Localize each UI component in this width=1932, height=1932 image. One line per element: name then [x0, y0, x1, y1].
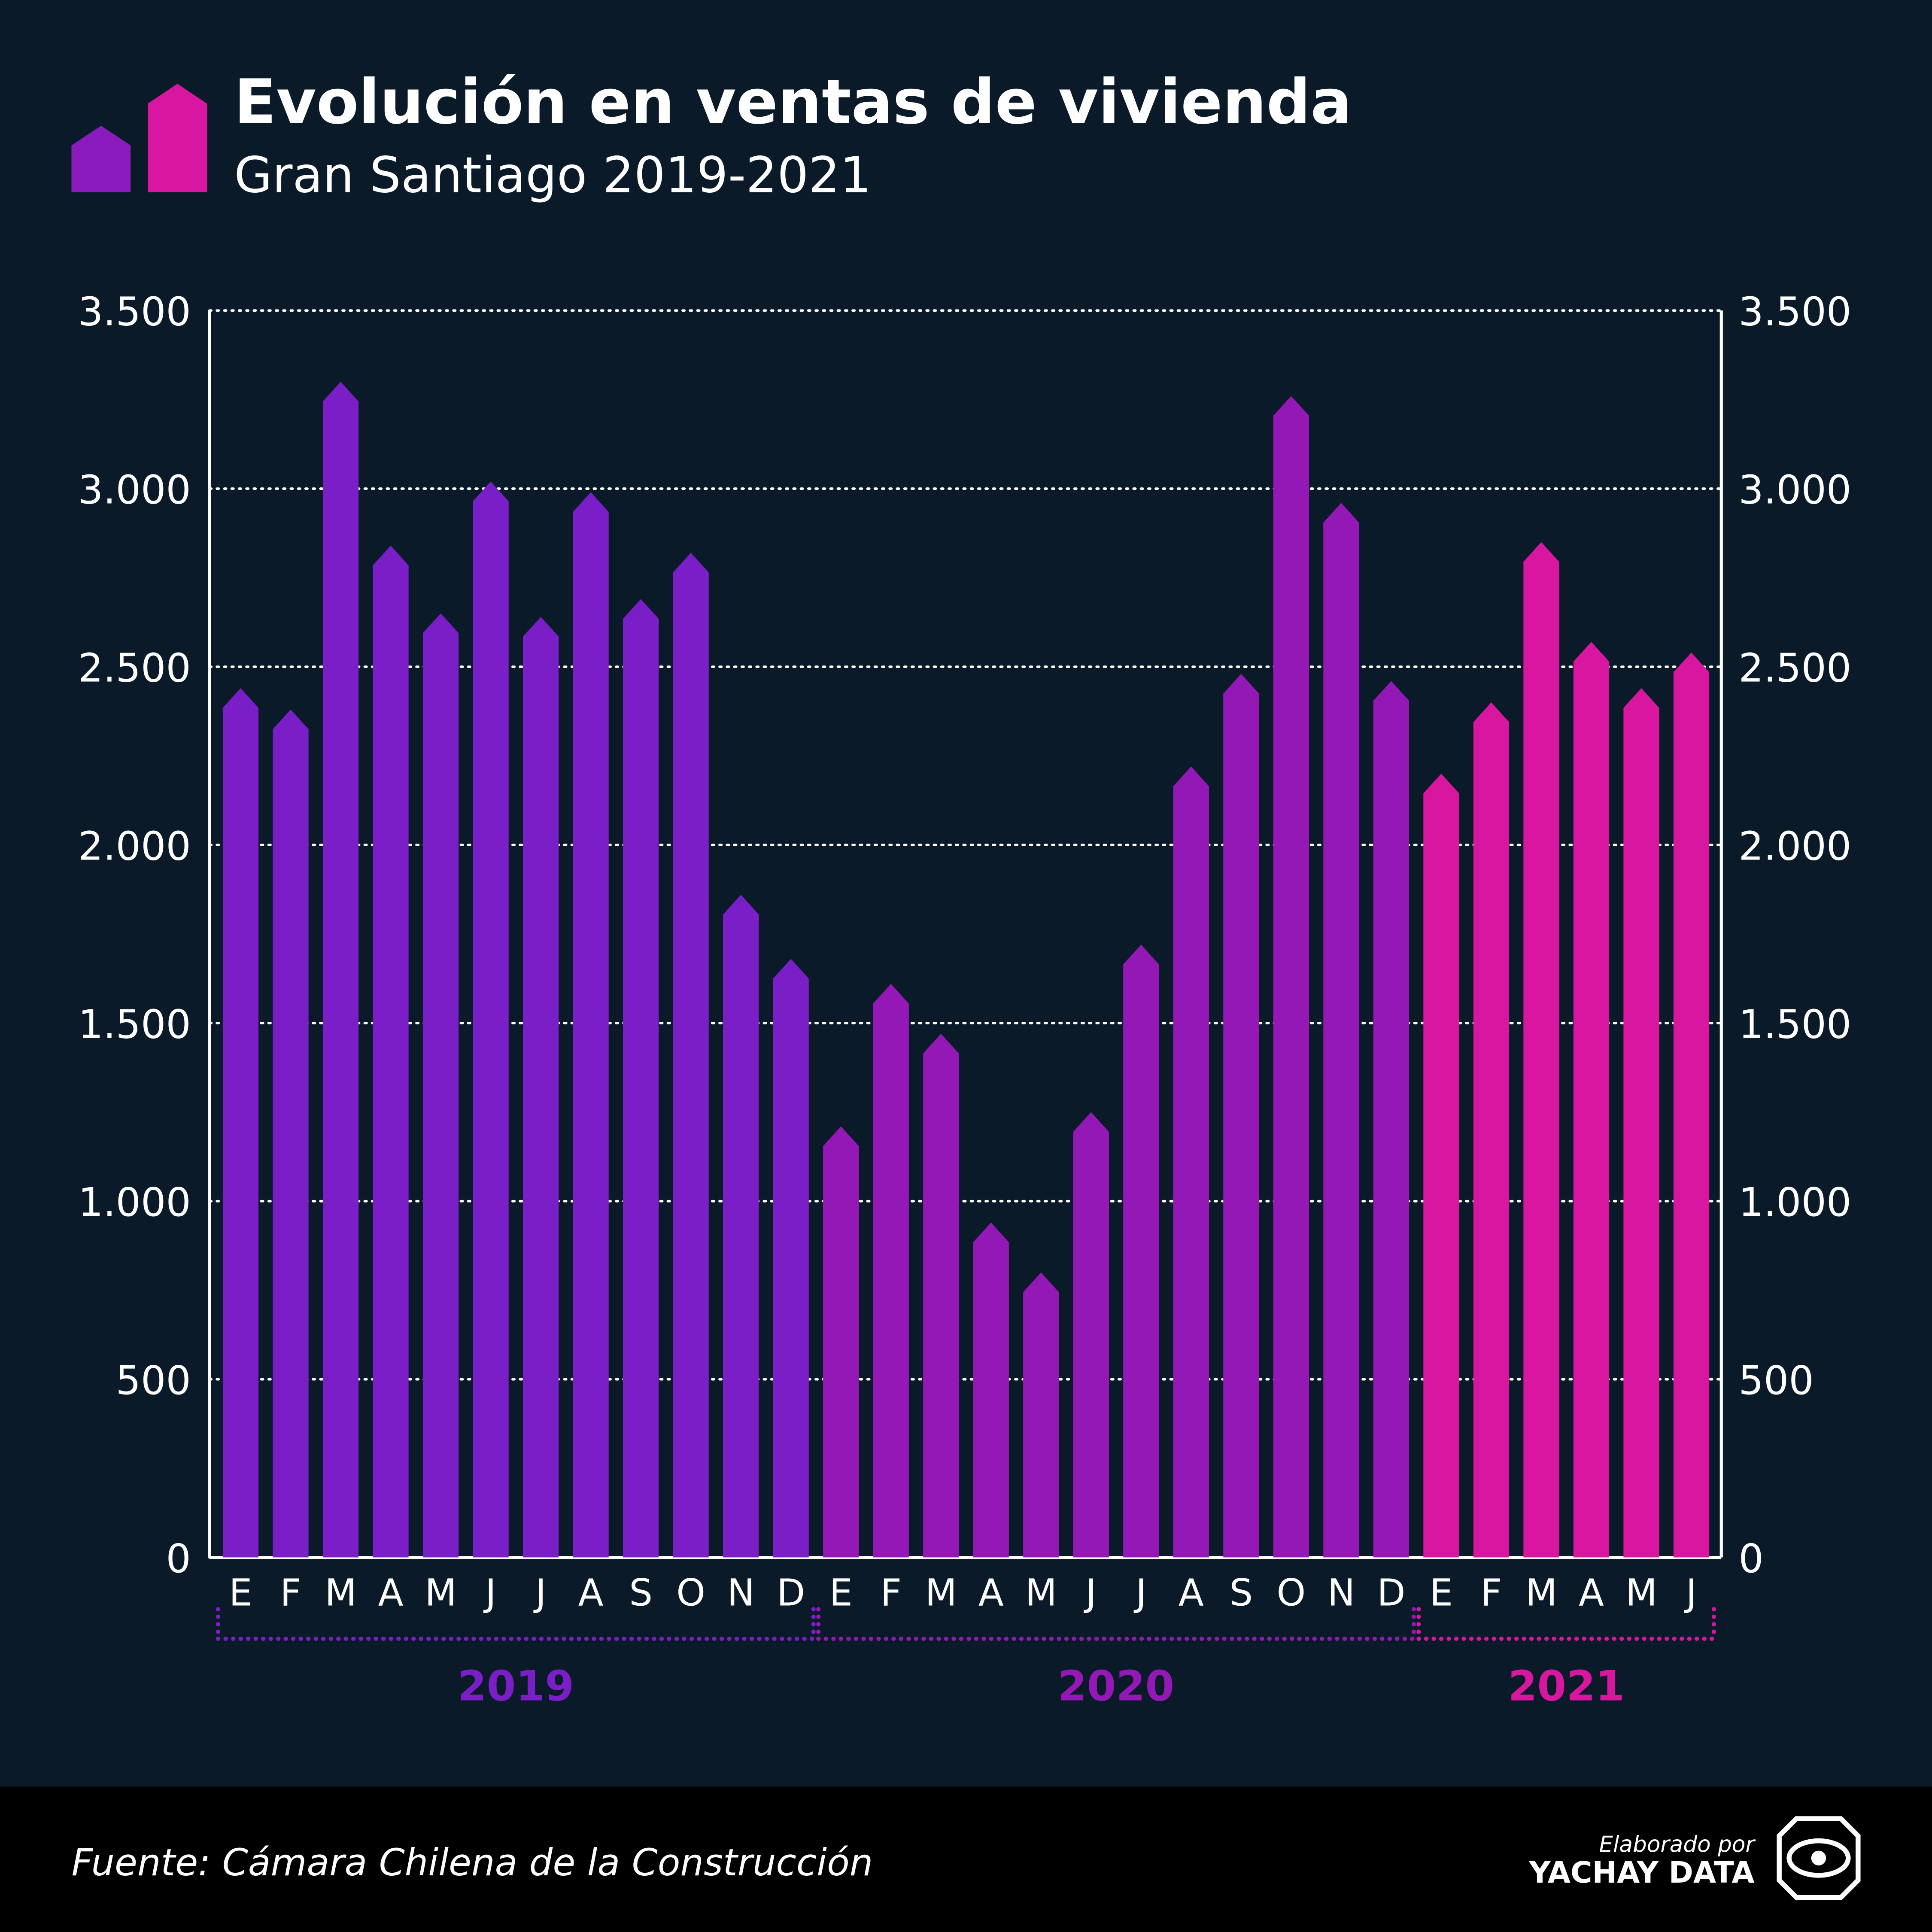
bar: [773, 959, 809, 1558]
x-tick-label: J: [1084, 1571, 1097, 1614]
bar: [1223, 674, 1259, 1558]
bar: [1473, 702, 1510, 1558]
bar: [373, 545, 409, 1558]
x-tick-label: M: [425, 1571, 456, 1614]
bar: [1023, 1272, 1059, 1558]
x-tick-label: M: [325, 1571, 356, 1614]
x-tick-label: E: [1430, 1571, 1453, 1614]
bar: [923, 1033, 959, 1558]
bar: [573, 492, 609, 1558]
bar: [273, 709, 309, 1558]
bar: [1323, 503, 1359, 1558]
y2-tick-label: 0: [1738, 1536, 1763, 1582]
x-tick-label: D: [777, 1571, 805, 1614]
y-tick-label: 500: [116, 1358, 191, 1403]
year-label: 2020: [1058, 1662, 1175, 1710]
x-tick-label: J: [483, 1571, 496, 1614]
x-tick-label: E: [229, 1571, 252, 1614]
bar: [1373, 681, 1410, 1558]
y-tick-label: 3.500: [78, 289, 191, 335]
y-tick-label: 3.000: [78, 467, 191, 513]
footer-band: [0, 1786, 1932, 1932]
bar: [1523, 542, 1559, 1558]
x-tick-label: O: [676, 1571, 705, 1614]
x-tick-label: F: [880, 1571, 902, 1614]
bar: [1423, 773, 1459, 1558]
x-tick-label: A: [578, 1571, 604, 1614]
y2-tick-label: 500: [1738, 1358, 1814, 1403]
bar: [723, 895, 759, 1558]
x-tick-label: S: [1230, 1571, 1253, 1614]
x-tick-label: J: [1133, 1571, 1146, 1614]
bar: [1673, 652, 1710, 1558]
x-tick-label: M: [1525, 1571, 1557, 1614]
bar: [1273, 396, 1309, 1558]
y2-tick-label: 2.500: [1738, 645, 1851, 691]
bar: [1073, 1112, 1109, 1558]
y-tick-label: 0: [166, 1536, 191, 1582]
source: Fuente: Cámara Chilena de la Construcció…: [71, 1841, 873, 1884]
x-tick-label: A: [1179, 1571, 1204, 1614]
x-tick-label: S: [629, 1571, 653, 1614]
x-tick-label: F: [1481, 1571, 1502, 1614]
bar: [873, 984, 909, 1558]
bar: [1173, 766, 1209, 1558]
y2-tick-label: 1.000: [1738, 1179, 1851, 1225]
bar: [522, 617, 559, 1558]
year-label: 2019: [458, 1662, 574, 1710]
x-tick-label: N: [727, 1571, 754, 1614]
credit: Elaborado por: [1599, 1832, 1756, 1857]
x-tick-label: A: [378, 1571, 404, 1614]
bar: [322, 382, 359, 1558]
y2-tick-label: 2.000: [1738, 823, 1851, 869]
house-icon: [71, 125, 131, 192]
bar: [1573, 641, 1610, 1558]
year-label: 2021: [1508, 1662, 1625, 1710]
x-tick-label: F: [280, 1571, 301, 1614]
house-icon: [148, 84, 207, 192]
logo: [1786, 1838, 1851, 1878]
chart-title: Evolución en ventas de vivienda: [234, 66, 1352, 138]
x-tick-label: J: [1684, 1571, 1697, 1614]
y-tick-label: 1.500: [78, 1001, 191, 1047]
bar: [1623, 688, 1659, 1558]
x-tick-label: J: [533, 1571, 546, 1614]
bar: [473, 481, 509, 1558]
x-tick-label: E: [829, 1571, 853, 1614]
brand: YACHAY DATA: [1528, 1856, 1754, 1890]
logo: [1811, 1850, 1826, 1866]
y2-tick-label: 3.000: [1738, 467, 1851, 513]
bar: [623, 599, 659, 1558]
y2-tick-label: 1.500: [1738, 1001, 1851, 1047]
y2-tick-label: 3.500: [1738, 289, 1851, 335]
logo: [1777, 1816, 1861, 1900]
x-tick-label: N: [1327, 1571, 1355, 1614]
x-tick-label: M: [1025, 1571, 1057, 1614]
x-tick-label: M: [925, 1571, 957, 1614]
bar: [1123, 945, 1159, 1558]
x-tick-label: A: [978, 1571, 1004, 1614]
x-tick-label: M: [1625, 1571, 1657, 1614]
bar: [673, 553, 709, 1558]
y-tick-label: 2.000: [78, 823, 191, 869]
y-tick-label: 1.000: [78, 1179, 191, 1225]
x-tick-label: A: [1579, 1571, 1604, 1614]
y-tick-label: 2.500: [78, 645, 191, 691]
x-tick-label: O: [1276, 1571, 1306, 1614]
bar: [973, 1222, 1009, 1558]
chart-subtitle: Gran Santiago 2019-2021: [234, 147, 871, 204]
bar: [422, 613, 459, 1558]
x-tick-label: D: [1377, 1571, 1405, 1614]
bar: [823, 1126, 859, 1558]
bar: [222, 688, 259, 1558]
